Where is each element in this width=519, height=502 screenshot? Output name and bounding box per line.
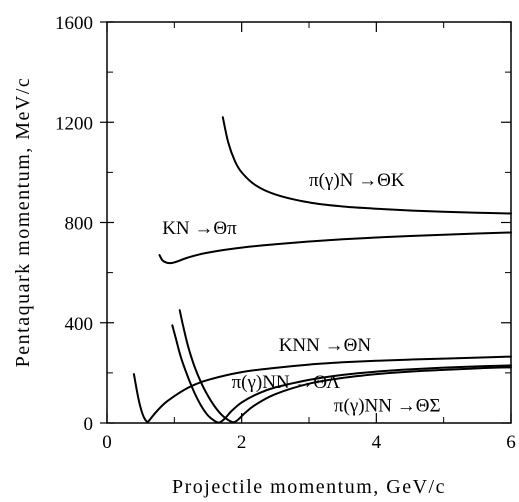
y-axis-label: Pentaquark momentum, MeV/c [12, 77, 34, 368]
series-line-3 [132, 355, 512, 423]
curve-label-2: KN →Θπ [162, 218, 237, 239]
series-line-1 [221, 116, 512, 215]
series-line-2 [158, 231, 512, 265]
x-tick-label: 2 [237, 432, 247, 453]
curve-label-4: π(γ)NN →ΘΛ [232, 372, 341, 393]
y-tick-label: 1600 [55, 13, 93, 34]
y-tick-label: 1200 [55, 113, 93, 134]
series-line-5 [178, 309, 512, 424]
y-tick-label: 0 [84, 414, 94, 435]
x-tick-label: 4 [372, 432, 382, 453]
y-tick-label: 400 [65, 314, 94, 335]
x-axis-label: Projectile momentum, GeV/c [172, 476, 446, 498]
y-tick-label: 800 [65, 214, 94, 235]
series-line-4 [171, 324, 512, 424]
tick-labels: 0 2 4 6 0 400 800 1200 1600 [55, 13, 516, 453]
x-tick-label: 6 [506, 432, 516, 453]
curves [132, 116, 512, 424]
ticks [100, 21, 512, 424]
x-tick-label: 0 [102, 432, 112, 453]
curve-label-3: KNN →ΘN [279, 335, 372, 356]
curve-label-5: π(γ)NN →ΘΣ [334, 396, 441, 417]
curve-labels: π(γ)N →ΘK KN →Θπ KNN →ΘN π(γ)NN →ΘΛ π(γ)NN →… [162, 170, 440, 417]
curve-label-1: π(γ)N →ΘK [309, 170, 405, 191]
